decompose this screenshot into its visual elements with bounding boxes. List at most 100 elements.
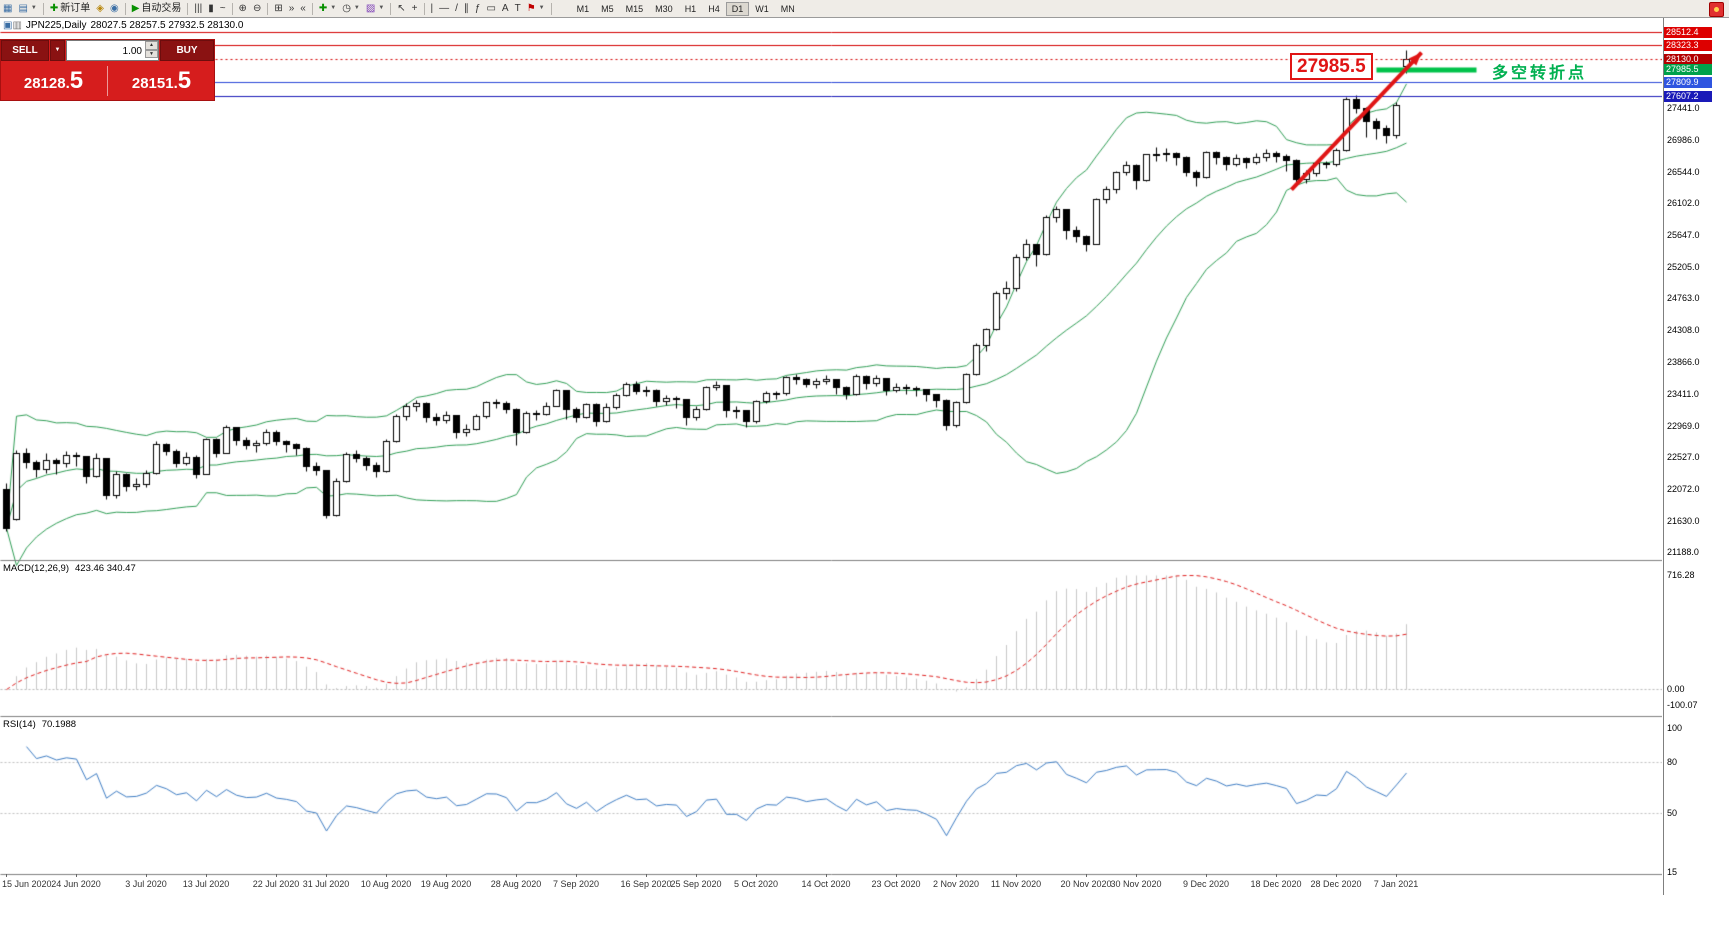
- time-axis-label: 23 Oct 2020: [871, 879, 921, 889]
- zoom-in-button[interactable]: ⊕: [236, 1, 250, 16]
- trendline-button[interactable]: /: [452, 1, 461, 16]
- tile-windows-button[interactable]: ⊞: [271, 1, 285, 16]
- rsi-pane-label: RSI(14) 70.1988: [3, 719, 76, 730]
- time-axis-label: 7 Sep 2020: [552, 879, 600, 889]
- vertical-line-button[interactable]: |: [428, 1, 437, 16]
- time-axis-tick: [326, 874, 327, 877]
- shapes-icon: ▭: [486, 3, 496, 14]
- cursor-icon: ↖: [397, 3, 406, 14]
- text-label-button[interactable]: T: [512, 1, 524, 16]
- time-axis-label: 2 Nov 2020: [932, 879, 980, 889]
- horizontal-line-icon: —: [439, 3, 450, 14]
- templates-icon: ▨: [365, 3, 376, 14]
- toolbar-items: ▦ ▤ ▼ ✚ 新订单 ◈ ◉ ▶ 自动交易 ||| ▮ ~ ⊕ ⊖ ⊞» « ✚ ▼ ◷ ▼ ▨ ▼ ↖ + | — / ∥ ƒ ▭ A T…: [0, 1, 555, 16]
- price-tick: 23866.0: [1667, 356, 1700, 367]
- price-annotation-label[interactable]: 27985.5: [1290, 53, 1373, 80]
- timeframe-h1[interactable]: H1: [684, 3, 697, 14]
- time-axis-tick: [206, 874, 207, 877]
- terminal-icon: ◉: [109, 3, 119, 14]
- price-tick: 22072.0: [1667, 484, 1700, 495]
- sell-button[interactable]: SELL: [1, 40, 49, 61]
- time-axis-tick: [446, 874, 447, 877]
- time-axis-label: 3 Jul 2020: [125, 879, 167, 889]
- chart-window-icon[interactable]: ▣: [3, 20, 13, 31]
- time-axis-label: 7 Jan 2021: [1373, 879, 1419, 889]
- chart-shift-button[interactable]: «: [297, 1, 309, 16]
- timeframe-w1[interactable]: W1: [755, 3, 769, 14]
- toolbar-separator: [390, 2, 392, 15]
- fibonacci-button[interactable]: ƒ: [472, 1, 484, 16]
- time-axis-label: 16 Sep 2020: [620, 879, 672, 889]
- zoom-out-icon: ⊖: [252, 3, 262, 14]
- timeframe-m15[interactable]: M15: [625, 3, 644, 14]
- new-chart-button[interactable]: ▦: [0, 1, 15, 16]
- horizontal-line-button[interactable]: —: [436, 1, 452, 16]
- trendline-icon: /: [455, 3, 458, 14]
- time-axis-tick: [1336, 874, 1337, 877]
- volume-stepper: ▲ ▼: [145, 41, 158, 58]
- time-axis-tick: [6, 874, 7, 877]
- ohlc-icon[interactable]: ▥: [12, 20, 22, 31]
- chart-canvas[interactable]: [0, 0, 1662, 900]
- auto-trading-button[interactable]: ▶ 自动交易: [129, 1, 185, 16]
- chart-shift-icon: «: [300, 3, 306, 14]
- rsi-scale-tick: 15: [1667, 867, 1678, 877]
- macd-pane-label: MACD(12,26,9) 423.46 340.47: [3, 563, 136, 574]
- buy-button[interactable]: BUY: [160, 40, 214, 61]
- time-axis-label: 11 Nov 2020: [990, 879, 1042, 889]
- timeframe-h4[interactable]: H4: [708, 3, 720, 14]
- toolbar-separator: [267, 2, 269, 15]
- time-axis-label: 5 Oct 2020: [733, 879, 779, 889]
- volume-stepper-up[interactable]: ▲: [145, 41, 158, 50]
- arrows-button[interactable]: ⚑ ▼: [524, 1, 548, 16]
- timeframe-mn[interactable]: MN: [780, 3, 795, 14]
- templates-button[interactable]: ▨ ▼: [363, 1, 387, 16]
- auto-trading-label: 自动交易: [141, 3, 182, 14]
- timeframe-m30[interactable]: M30: [655, 3, 673, 14]
- notifications-icon[interactable]: [1709, 2, 1724, 17]
- volume-input[interactable]: [67, 43, 144, 59]
- timeframe-m5[interactable]: M5: [601, 3, 614, 14]
- candlestick-chart-button[interactable]: ▮: [205, 1, 217, 16]
- candlestick-chart-icon: ▮: [208, 3, 214, 14]
- fibonacci-icon: ƒ: [474, 3, 481, 14]
- time-axis-label: 18 Dec 2020: [1250, 879, 1302, 889]
- rsi-scale-tick: 100: [1667, 723, 1683, 733]
- price-tick: 25647.0: [1667, 230, 1700, 241]
- bar-chart-button[interactable]: |||: [191, 1, 205, 16]
- price-tick: 21630.0: [1667, 515, 1700, 526]
- new-order-button[interactable]: ✚ 新订单: [47, 1, 93, 16]
- time-axis[interactable]: 15 Jun 2020 24 Jun 2020 3 Jul 2020 13 Jul 2…: [0, 874, 1662, 892]
- timeframe-d1[interactable]: D1: [725, 1, 750, 16]
- metaeditor-button[interactable]: ◈: [93, 1, 107, 16]
- time-axis-label: 9 Dec 2020: [1182, 879, 1230, 889]
- macd-scale-tick: 716.28: [1667, 570, 1695, 580]
- price-tag: 27809.9: [1664, 76, 1712, 88]
- toolbar-separator: [187, 2, 189, 15]
- turning-point-note[interactable]: 多空转折点: [1492, 65, 1588, 82]
- indicators-button[interactable]: ✚ ▼: [316, 1, 339, 16]
- shapes-button[interactable]: ▭: [483, 1, 498, 16]
- timeframe-m1[interactable]: M1: [576, 3, 590, 14]
- volume-dropdown[interactable]: ▼: [50, 40, 65, 61]
- profiles-button[interactable]: ▤ ▼: [15, 1, 39, 16]
- terminal-button[interactable]: ◉: [107, 1, 122, 16]
- crosshair-button[interactable]: +: [409, 1, 421, 16]
- rsi-scale-tick: 80: [1667, 756, 1678, 767]
- zoom-out-button[interactable]: ⊖: [250, 1, 264, 16]
- equidistant-channel-button[interactable]: ∥: [461, 1, 472, 16]
- line-chart-button[interactable]: ~: [217, 1, 229, 16]
- trade-panel: SELL ▼ ▲ ▼ BUY 28128.5 28151.5: [0, 39, 215, 101]
- time-axis-tick: [276, 874, 277, 877]
- periods-button[interactable]: ◷ ▼: [339, 1, 363, 16]
- bar-chart-icon: |||: [194, 3, 203, 14]
- text-button[interactable]: A: [499, 1, 512, 16]
- vertical-line-icon: |: [430, 3, 434, 14]
- volume-stepper-down[interactable]: ▼: [145, 49, 158, 58]
- buy-price[interactable]: 28151.5: [108, 67, 215, 95]
- sell-price[interactable]: 28128.5: [0, 67, 107, 95]
- price-scale[interactable]: 27441.0 26986.0 26544.0 26102.0 25647.0 25205…: [1663, 17, 1729, 895]
- auto-scroll-button[interactable]: »: [286, 1, 298, 16]
- cursor-button[interactable]: ↖: [394, 1, 408, 16]
- time-axis-tick: [696, 874, 697, 877]
